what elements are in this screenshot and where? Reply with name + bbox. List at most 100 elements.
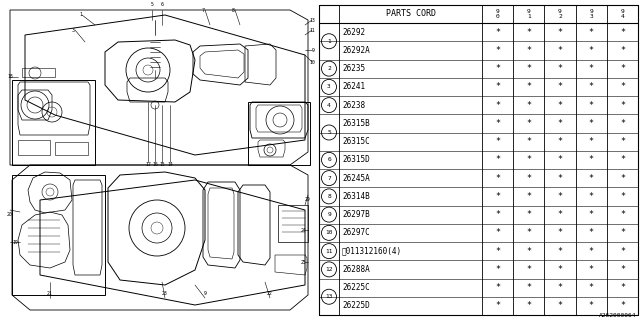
Text: *: *	[526, 28, 531, 36]
Text: 13: 13	[325, 294, 333, 299]
Text: *: *	[557, 228, 563, 237]
Text: *: *	[620, 247, 625, 256]
Text: 3: 3	[72, 28, 75, 33]
Text: 26297C: 26297C	[342, 228, 370, 237]
Text: *: *	[526, 301, 531, 310]
Text: *: *	[526, 192, 531, 201]
Text: 8: 8	[232, 7, 235, 12]
Text: *: *	[557, 119, 563, 128]
Text: 6: 6	[327, 157, 331, 162]
Text: 10: 10	[309, 60, 315, 65]
Text: 5: 5	[327, 130, 331, 135]
Text: *: *	[557, 156, 563, 164]
Text: *: *	[620, 82, 625, 92]
Text: *: *	[526, 46, 531, 55]
Text: 13: 13	[309, 18, 315, 22]
Text: *: *	[495, 228, 500, 237]
Text: 15: 15	[159, 163, 165, 167]
Text: *: *	[620, 228, 625, 237]
Text: *: *	[526, 283, 531, 292]
Text: 5: 5	[150, 2, 154, 7]
Text: *: *	[620, 283, 625, 292]
Text: PARTS CORD: PARTS CORD	[385, 10, 435, 19]
Text: *: *	[620, 119, 625, 128]
Text: 4: 4	[327, 103, 331, 108]
Text: *: *	[526, 82, 531, 92]
Text: *: *	[526, 174, 531, 183]
Text: 26225C: 26225C	[342, 283, 370, 292]
Text: *: *	[589, 100, 594, 110]
Text: *: *	[589, 119, 594, 128]
Text: 6: 6	[161, 2, 163, 7]
Text: *: *	[620, 28, 625, 36]
Text: 24: 24	[300, 228, 306, 233]
Text: 2: 2	[327, 66, 331, 71]
Text: 12: 12	[325, 267, 333, 272]
Text: *: *	[589, 46, 594, 55]
Text: *: *	[589, 301, 594, 310]
Text: 26245A: 26245A	[342, 174, 370, 183]
Text: *: *	[557, 64, 563, 73]
Text: 11: 11	[325, 249, 333, 254]
Text: 16: 16	[152, 163, 158, 167]
Text: *: *	[557, 100, 563, 110]
Text: *: *	[589, 28, 594, 36]
Text: 26315D: 26315D	[342, 156, 370, 164]
Text: *: *	[526, 247, 531, 256]
Text: *: *	[620, 100, 625, 110]
Text: *: *	[620, 301, 625, 310]
Text: *: *	[495, 64, 500, 73]
Text: *: *	[495, 192, 500, 201]
Text: *: *	[589, 228, 594, 237]
Text: 9: 9	[327, 212, 331, 217]
Text: *: *	[526, 156, 531, 164]
Text: *: *	[620, 174, 625, 183]
Text: *: *	[557, 210, 563, 219]
Text: 26315C: 26315C	[342, 137, 370, 146]
Text: 26314B: 26314B	[342, 192, 370, 201]
Text: 9: 9	[312, 47, 315, 52]
Text: A262000064: A262000064	[598, 313, 636, 318]
Text: 26235: 26235	[342, 64, 365, 73]
Text: 25: 25	[300, 260, 306, 265]
Text: 20: 20	[7, 212, 13, 217]
Text: 26292: 26292	[342, 28, 365, 36]
Text: 9
4: 9 4	[621, 9, 624, 20]
Text: 1: 1	[327, 39, 331, 44]
Text: *: *	[526, 228, 531, 237]
Text: *: *	[620, 265, 625, 274]
Text: 9: 9	[204, 291, 207, 296]
Text: *: *	[526, 210, 531, 219]
Text: 3: 3	[327, 84, 331, 89]
Text: *: *	[589, 64, 594, 73]
Text: *: *	[589, 174, 594, 183]
Text: 26225D: 26225D	[342, 301, 370, 310]
Text: *: *	[526, 119, 531, 128]
Text: *: *	[495, 210, 500, 219]
Text: 22: 22	[267, 291, 273, 296]
Text: 26292A: 26292A	[342, 46, 370, 55]
Text: *: *	[495, 156, 500, 164]
Text: *: *	[495, 82, 500, 92]
Text: *: *	[589, 210, 594, 219]
Text: *: *	[495, 174, 500, 183]
Text: 9
1: 9 1	[527, 9, 531, 20]
Text: *: *	[589, 137, 594, 146]
Text: 29: 29	[305, 197, 311, 202]
Text: 14: 14	[167, 163, 173, 167]
Text: 9
0: 9 0	[496, 9, 499, 20]
Text: *: *	[495, 119, 500, 128]
Text: Ⓑ011312160(4): Ⓑ011312160(4)	[342, 247, 402, 256]
Text: *: *	[589, 283, 594, 292]
Text: *: *	[495, 247, 500, 256]
Text: *: *	[620, 137, 625, 146]
Text: *: *	[589, 192, 594, 201]
Text: 26315B: 26315B	[342, 119, 370, 128]
Text: *: *	[526, 100, 531, 110]
Text: *: *	[526, 137, 531, 146]
Text: *: *	[557, 247, 563, 256]
Text: *: *	[526, 265, 531, 274]
Text: *: *	[526, 64, 531, 73]
Text: 9
2: 9 2	[558, 9, 562, 20]
Text: *: *	[495, 265, 500, 274]
